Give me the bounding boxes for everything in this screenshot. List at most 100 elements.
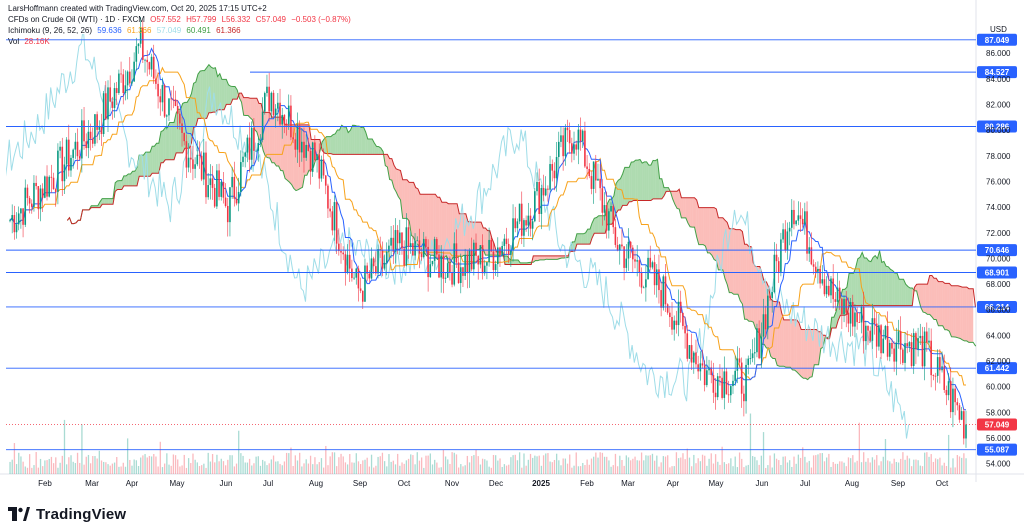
ichimoku-lagging-value: 57.049 (156, 26, 182, 35)
cloud-segment (343, 126, 347, 155)
tradingview-brand: TradingView (36, 505, 127, 523)
volume-bar (749, 413, 752, 474)
cloud-segment (511, 259, 514, 265)
volume-bar (100, 460, 103, 474)
volume-bar (712, 463, 715, 474)
cloud-segment (875, 255, 878, 306)
volume-bar (924, 452, 926, 474)
cloud-segment (661, 178, 665, 199)
cloud-segment (853, 267, 856, 306)
cloud-segment (931, 275, 935, 320)
price-tick-label: 54.000 (986, 460, 1011, 469)
price-tick-label: 78.000 (986, 152, 1011, 161)
volume-bar (754, 456, 756, 474)
candle-body (499, 247, 501, 256)
candle-body (523, 220, 525, 236)
volume-bar (863, 452, 865, 474)
volume-bar (192, 453, 194, 474)
volume-bar (791, 466, 793, 474)
volume-bar (231, 455, 233, 474)
volume-bar (229, 455, 231, 474)
cloud-segment (335, 130, 338, 155)
candle-body (165, 115, 168, 117)
candle-body (538, 181, 540, 214)
candle-body (87, 131, 90, 149)
candle-body (22, 208, 24, 225)
volume-bar (815, 455, 817, 474)
cloud-segment (356, 126, 360, 155)
candle-body (57, 150, 59, 192)
candle-body (875, 323, 878, 347)
volume-bar (852, 455, 854, 474)
senkou-span-b-line (66, 92, 976, 340)
volume-bar (928, 456, 930, 474)
volume-bar (79, 462, 81, 474)
cloud-segment (785, 319, 789, 368)
cloud-segment (738, 229, 741, 301)
cloud-segment (476, 222, 479, 250)
cloud-segment (228, 84, 231, 105)
cloud-segment (130, 171, 133, 186)
cloud-segment (437, 197, 440, 260)
candle-body (142, 27, 144, 60)
volume-bar (804, 456, 806, 474)
candle-body (753, 352, 756, 354)
volume-bar (627, 457, 630, 474)
candle-body (653, 262, 656, 286)
candle-body (205, 152, 207, 198)
volume-bar (383, 461, 386, 474)
volume-bar (902, 452, 904, 474)
cloud-segment (755, 266, 758, 332)
cloud-segment (300, 124, 303, 189)
cloud-segment (718, 217, 721, 270)
candle-body (70, 157, 72, 171)
cloud-segment (910, 288, 913, 306)
candle-body (869, 330, 871, 341)
candle-body (407, 227, 410, 247)
candle-body (266, 86, 268, 94)
volume-legend[interactable]: Vol 28.16K (8, 37, 53, 47)
volume-bar (403, 463, 405, 474)
cloud-segment (450, 203, 453, 263)
candle-body (192, 159, 194, 169)
candle-body (673, 320, 675, 330)
cloud-segment (332, 133, 336, 155)
symbol-legend[interactable]: CFDs on Crude Oil (WTI) · 1D · FXCM O57.… (8, 15, 354, 25)
volume-bar (584, 465, 586, 474)
volume-bar (373, 467, 375, 474)
tradingview-logo[interactable]: TradingView (8, 503, 126, 525)
cloud-segment (796, 319, 800, 375)
volume-bar (94, 456, 96, 474)
cloud-segment (635, 160, 638, 201)
candle-body (838, 287, 841, 299)
candle-body (775, 254, 778, 262)
candle-body (797, 215, 800, 221)
volume-bar (351, 462, 353, 474)
candle-body (514, 218, 517, 229)
cloud-segment (254, 98, 257, 132)
candle-body (784, 229, 787, 251)
volume-bar (680, 457, 682, 474)
volume-bar (738, 452, 741, 474)
candle-body (131, 81, 133, 84)
volume-bar (322, 467, 325, 474)
candle-body (782, 229, 784, 240)
price-tick-label: 70.000 (986, 254, 1011, 263)
price-tick-label: 60.000 (986, 383, 1011, 392)
cloud-segment (624, 167, 627, 206)
candle-body (821, 279, 824, 284)
candle-body (660, 290, 662, 308)
ichimoku-legend[interactable]: Ichimoku (9, 26, 52, 26) 59.636 61.366 5… (8, 26, 244, 36)
price-tick-label: 58.000 (986, 408, 1011, 417)
candle-body (544, 188, 547, 196)
volume-bar (784, 456, 786, 474)
volume-bar (706, 465, 708, 474)
volume-bar (370, 454, 373, 474)
candle-body (137, 43, 140, 47)
volume-bar (562, 458, 564, 474)
volume-bar (238, 430, 240, 474)
cloud-segment (879, 250, 882, 306)
volume-bar (48, 458, 50, 474)
volume-bar (28, 454, 31, 474)
